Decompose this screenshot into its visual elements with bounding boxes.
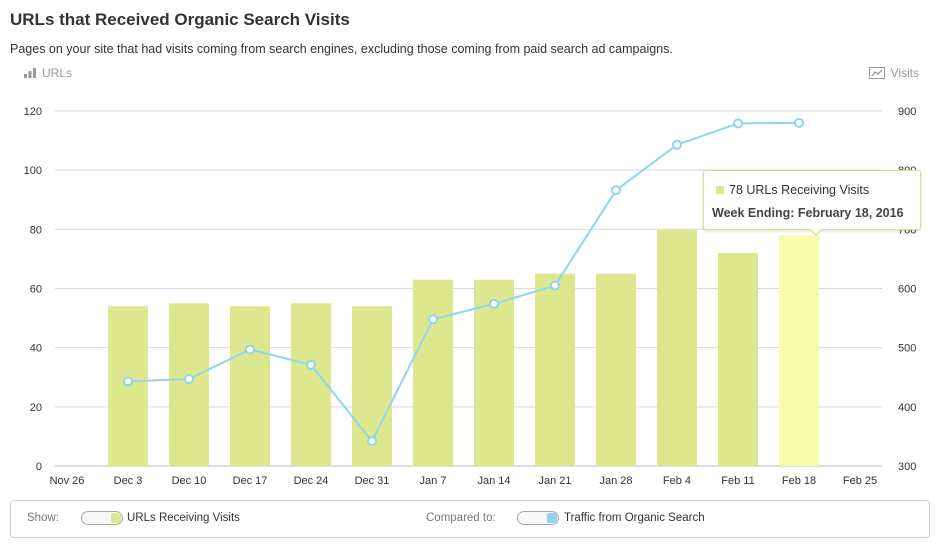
chart: 020406080100120300400500600700800900Nov … xyxy=(24,106,917,487)
x-axis-tick-label: Dec 3 xyxy=(114,475,143,487)
line-point xyxy=(733,118,743,129)
left-axis-tick-label: 0 xyxy=(36,461,42,473)
left-axis-tick-label: 40 xyxy=(30,343,42,355)
bar xyxy=(413,279,453,466)
urls-series-toggle[interactable] xyxy=(81,511,123,525)
urls-series-label: URLs Receiving Visits xyxy=(127,512,240,524)
left-axis-header: URLs xyxy=(24,66,72,80)
bar xyxy=(779,235,819,466)
line-point xyxy=(489,298,499,309)
compared-label: Compared to: xyxy=(426,512,496,524)
urls-series-swatch xyxy=(111,513,121,523)
tooltip-swatch xyxy=(716,186,724,194)
x-axis-tick-label: Feb 18 xyxy=(782,475,816,487)
line-point xyxy=(672,139,682,150)
x-axis-tick-label: Dec 10 xyxy=(172,475,207,487)
series-line xyxy=(127,121,800,443)
page-subtitle: Pages on your site that had visits comin… xyxy=(10,42,673,56)
organic-traffic-label: Traffic from Organic Search xyxy=(564,512,705,524)
x-axis-tick-label: Feb 4 xyxy=(663,475,691,487)
x-axis-tick-label: Jan 14 xyxy=(477,475,510,487)
right-axis-header: Visits xyxy=(868,66,919,80)
x-axis-tick-label: Feb 11 xyxy=(721,475,754,487)
organic-traffic-toggle[interactable] xyxy=(517,511,559,525)
x-axis-tick-label: Dec 24 xyxy=(294,475,329,487)
bar xyxy=(535,273,575,466)
right-axis-tick-label: 900 xyxy=(898,106,916,118)
x-axis-tick-label: Jan 7 xyxy=(420,475,447,487)
line-point xyxy=(367,436,377,447)
left-axis-tick-label: 20 xyxy=(30,402,42,414)
bar xyxy=(657,229,697,466)
page-title: URLs that Received Organic Search Visits xyxy=(10,10,350,29)
right-axis-tick-label: 300 xyxy=(898,461,916,473)
right-axis-tick-label: 500 xyxy=(898,343,916,355)
line-point xyxy=(611,185,621,196)
left-axis-tick-label: 120 xyxy=(24,106,42,118)
right-axis-tick-label: 400 xyxy=(898,402,916,414)
chart-controls: Show: URLs Receiving Visits Compared to:… xyxy=(10,500,930,538)
bar xyxy=(230,306,270,466)
right-axis-title: Visits xyxy=(890,66,919,80)
bar xyxy=(596,273,636,466)
bar xyxy=(291,303,331,466)
bar xyxy=(474,279,514,466)
right-axis-tick-label: 600 xyxy=(898,284,916,296)
x-axis-tick-label: Dec 31 xyxy=(355,475,390,487)
show-label: Show: xyxy=(27,512,59,524)
line-point xyxy=(123,376,133,387)
line-point xyxy=(184,374,194,385)
x-axis-tick-label: Dec 17 xyxy=(233,475,268,487)
bar xyxy=(718,253,758,466)
left-axis-tick-label: 60 xyxy=(30,284,42,296)
line-point xyxy=(428,314,438,325)
line-point xyxy=(550,280,560,291)
bar-chart-icon xyxy=(24,68,36,78)
line-point xyxy=(245,344,255,355)
line-point xyxy=(794,117,804,128)
bar xyxy=(169,303,209,466)
tooltip-date: Week Ending: February 18, 2016 xyxy=(712,206,904,220)
tooltip-value: 78 URLs Receiving Visits xyxy=(729,183,870,197)
organic-traffic-swatch xyxy=(547,513,557,523)
x-axis-tick-label: Jan 21 xyxy=(538,475,571,487)
chart-tooltip: 78 URLs Receiving Visits Week Ending: Fe… xyxy=(703,170,921,236)
x-axis-tick-label: Feb 25 xyxy=(843,475,877,487)
x-axis-tick-label: Nov 26 xyxy=(50,475,85,487)
line-point xyxy=(306,359,316,370)
line-chart-icon xyxy=(868,67,885,79)
left-axis-tick-label: 100 xyxy=(24,165,42,177)
x-axis-tick-label: Jan 28 xyxy=(599,475,632,487)
left-axis-title: URLs xyxy=(42,66,73,80)
left-axis-tick-label: 80 xyxy=(30,224,42,236)
